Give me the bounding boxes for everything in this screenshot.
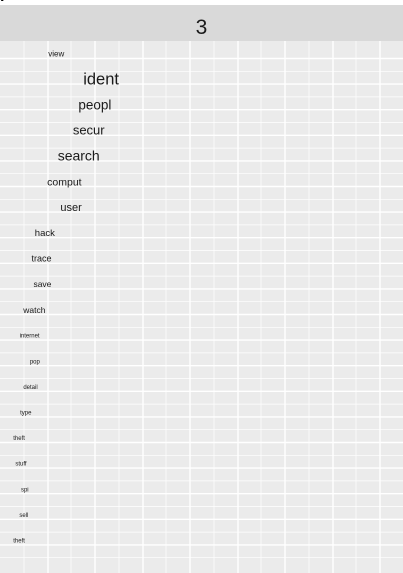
gridlines [0,41,403,573]
word-label: ident [83,70,119,88]
word-label: save [33,279,51,289]
word-label: watch [22,305,45,315]
word-label: view [48,50,64,59]
word-label: detail [23,385,37,391]
clipped-header-glyph: ı [0,0,4,5]
word-label: type [20,410,32,416]
word-label: pop [30,359,41,365]
plot-panel: view ident peopl secur search comput user hack t… [0,41,403,573]
word-label: internet [20,334,40,340]
facet-label: 3 [195,16,208,39]
word-label: theft [13,436,25,442]
word-label: peopl [78,97,111,112]
facet-strip: 3 [0,5,403,41]
clipped-header-text: ı [0,0,403,5]
word-label: spi [21,487,29,493]
word-label: user [60,202,82,214]
word-label: sell [19,513,28,519]
plot-svg: view ident peopl secur search comput user hack t… [0,41,403,573]
word-label: theft [13,538,25,544]
word-label: stuff [15,462,27,468]
word-label: hack [35,228,55,239]
word-label: trace [31,254,51,264]
word-label: search [58,148,100,164]
word-label: comput [47,176,82,188]
word-label: secur [73,123,105,138]
